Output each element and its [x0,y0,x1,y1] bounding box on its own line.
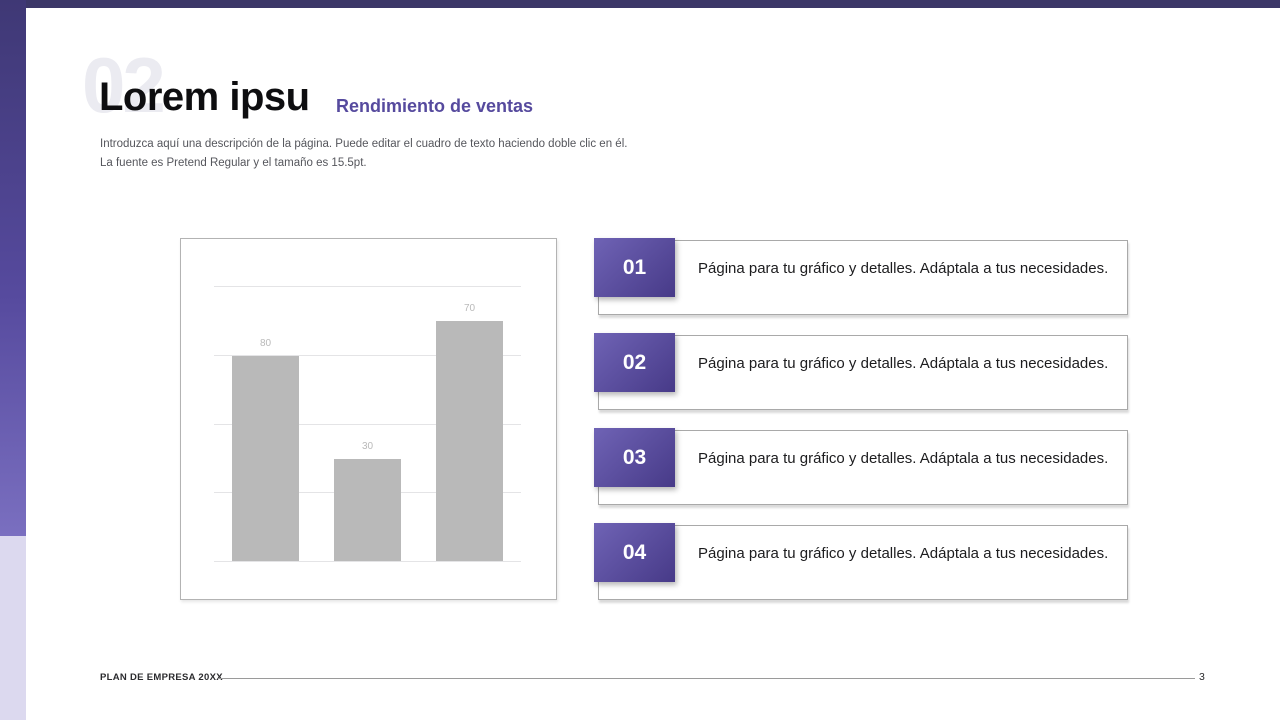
footer-divider [218,678,1195,679]
page-subtitle: Rendimiento de ventas [336,96,534,116]
item-text-box: Página para tu gráfico y detalles. Adápt… [598,430,1128,505]
chart-bar [232,356,299,561]
description-line-2: La fuente es Pretend Regular y el tamaño… [100,156,367,169]
item-text-box: Página para tu gráfico y detalles. Adápt… [598,335,1128,410]
item-number-badge: 01 [594,238,675,297]
section-number-watermark: 02 [82,41,166,129]
list-item: Página para tu gráfico y detalles. Adápt… [594,238,1128,315]
item-text-box: Página para tu gráfico y detalles. Adápt… [598,525,1128,600]
description-line-1: Introduzca aquí una descripción de la pá… [100,138,628,150]
item-number-badge: 02 [594,333,675,392]
item-text: Página para tu gráfico y detalles. Adápt… [698,545,1109,562]
chart-gridline [214,561,521,562]
bar-chart-plot: 80 30 70 [214,286,521,562]
chart-gridline [214,354,521,356]
left-accent-bar [0,0,26,536]
item-number-badge: 04 [594,523,675,582]
item-text: Página para tu gráfico y detalles. Adápt… [698,355,1109,372]
item-text: Página para tu gráfico y detalles. Adápt… [698,450,1109,467]
list-item: Página para tu gráfico y detalles. Adápt… [594,523,1128,600]
item-number-badge: 03 [594,428,675,487]
list-item: Página para tu gráfico y detalles. Adápt… [594,428,1128,505]
chart-gridline [214,286,521,287]
chart-bar [436,321,503,561]
item-text: Página para tu gráfico y detalles. Adápt… [698,260,1109,277]
bar-chart-card: 80 30 70 [180,238,557,600]
chart-bar-value-label: 80 [259,338,272,349]
left-accent-bar-light [0,536,26,720]
item-text-box: Página para tu gráfico y detalles. Adápt… [598,240,1128,315]
chart-bar [334,459,401,561]
list-item: Página para tu gráfico y detalles. Adápt… [594,333,1128,410]
page-description: Introduzca aquí una descripción de la pá… [100,135,627,172]
chart-bar-value-label: 30 [361,441,374,452]
page-title: Lorem ipsu [99,75,310,119]
top-accent-bar [0,0,1280,8]
footer-label: PLAN DE EMPRESA 20XX [100,672,223,683]
page-number: 3 [1199,671,1205,683]
chart-gridline [214,423,521,425]
chart-bar-value-label: 70 [463,303,476,314]
